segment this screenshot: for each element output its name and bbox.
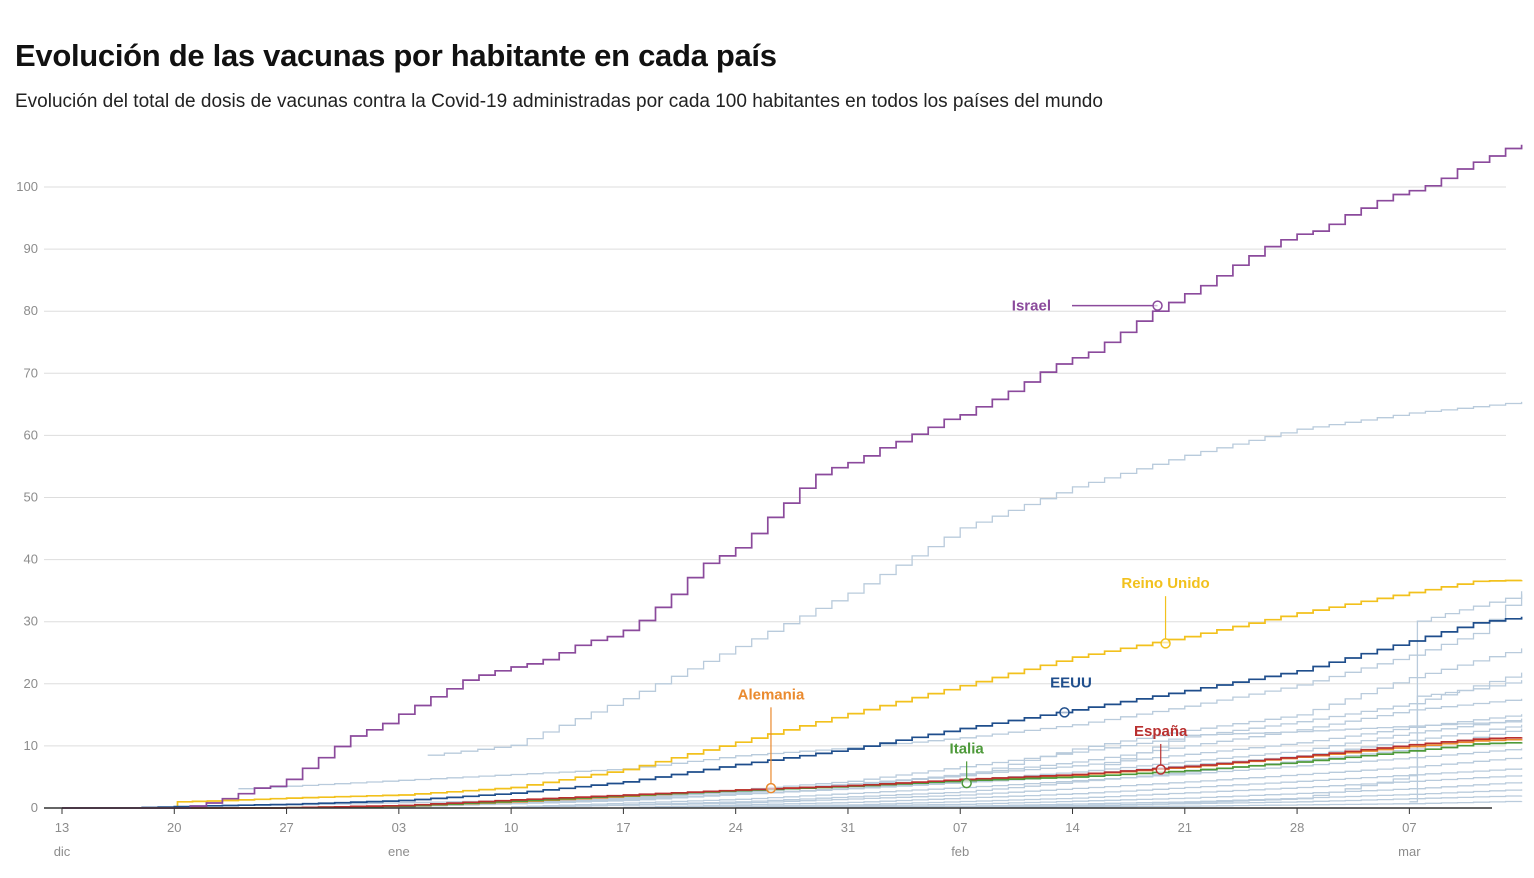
x-tick-label: 14 <box>1065 820 1079 835</box>
series-line-eeuu <box>62 616 1523 809</box>
chart-title: Evolución de las vacunas por habitante e… <box>15 38 777 73</box>
y-tick-label: 70 <box>24 365 38 380</box>
x-tick-label: 13 <box>55 820 69 835</box>
annotation-marker-reino-unido <box>1160 638 1171 649</box>
background-country-line <box>960 800 1523 809</box>
x-tick-label: 07 <box>1402 820 1416 835</box>
background-country-series <box>238 401 1523 809</box>
x-month-label: dic <box>54 844 71 859</box>
background-country-line <box>427 401 1523 756</box>
series-line-reino-unido <box>62 579 1523 809</box>
series-label-espana: España <box>1134 723 1188 740</box>
annotation-marker-eeuu <box>1059 707 1070 718</box>
series-label-reino-unido: Reino Unido <box>1121 575 1209 592</box>
background-country-line <box>398 721 1523 807</box>
annotation-marker-italia <box>961 777 972 789</box>
background-country-line <box>511 757 1523 809</box>
series-label-italia: Italia <box>950 740 985 757</box>
chart-subtitle: Evolución del total de dosis de vacunas … <box>15 91 1103 112</box>
x-tick-label: 27 <box>279 820 293 835</box>
series-annotations: Israel Reino Unido EEUU Alemania Italia Españ… <box>738 298 1210 794</box>
y-tick-label: 90 <box>24 241 38 256</box>
y-tick-label: 80 <box>24 303 38 318</box>
background-country-line <box>1072 594 1523 808</box>
y-tick-label: 100 <box>16 179 38 194</box>
x-tick-label: 24 <box>728 820 742 835</box>
y-tick-label: 50 <box>24 490 38 505</box>
axes: 0 10 20 30 40 50 60 70 80 90 100 13 dic 20 27 03 ene 10 17… <box>16 179 1492 859</box>
x-month-label: ene <box>388 844 410 859</box>
background-country-line <box>735 781 1523 809</box>
series-label-israel: Israel <box>1012 298 1051 315</box>
x-month-label: feb <box>951 844 969 859</box>
background-country-line <box>1409 680 1523 803</box>
x-tick-label: 31 <box>841 820 855 835</box>
x-tick-label: 21 <box>1178 820 1192 835</box>
annotation-marker-alemania <box>765 782 777 794</box>
background-country-line <box>511 748 1523 808</box>
x-month-label: mar <box>1398 844 1421 859</box>
x-tick-label: 10 <box>504 820 518 835</box>
annotation-marker-israel <box>1152 300 1163 311</box>
series-line-israel <box>62 144 1523 809</box>
series-label-alemania: Alemania <box>738 686 805 703</box>
y-tick-label: 40 <box>24 552 38 567</box>
x-tick-label: 03 <box>392 820 406 835</box>
background-country-line <box>398 724 1523 807</box>
x-tick-label: 17 <box>616 820 630 835</box>
y-tick-label: 30 <box>24 614 38 629</box>
y-tick-label: 0 <box>31 800 38 815</box>
x-tick-label: 20 <box>167 820 181 835</box>
series-line-espana <box>62 736 1523 809</box>
y-tick-label: 10 <box>24 738 38 753</box>
y-tick-label: 20 <box>24 676 38 691</box>
x-tick-label: 28 <box>1290 820 1304 835</box>
annotation-marker-espana <box>1155 764 1166 775</box>
series-label-eeuu: EEUU <box>1050 675 1092 692</box>
highlighted-country-series <box>62 144 1523 809</box>
y-tick-label: 60 <box>24 427 38 442</box>
background-country-line <box>286 648 1523 806</box>
gridlines <box>44 186 1506 747</box>
background-country-line <box>623 768 1523 809</box>
x-tick-label: 07 <box>953 820 967 835</box>
